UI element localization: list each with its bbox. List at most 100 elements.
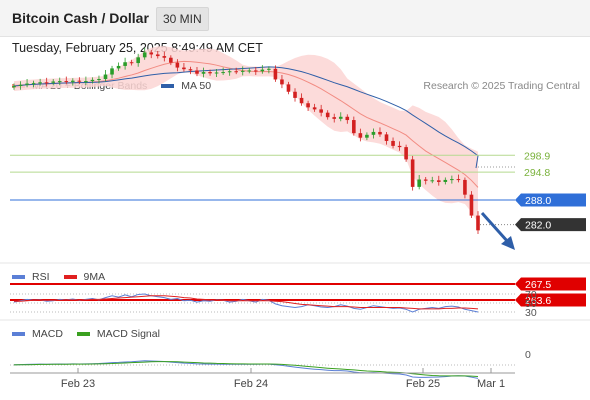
candle-body [378,131,382,135]
candle-body [332,117,337,119]
legend-item-9ma: 9MA [63,271,106,283]
rsi-legend: RSI 9MA [12,271,119,283]
candle-body [84,81,88,83]
legend-item-macd: MACD [12,328,63,340]
candle-body [293,91,297,98]
candle-body [476,215,480,231]
candle-body [450,179,454,181]
price-level-label: 267.5 [525,279,551,291]
legend-swatch [63,275,77,279]
candle-body [195,70,199,74]
candle-body [123,62,127,66]
price-level-tag [515,218,586,232]
candle-body [397,145,402,148]
rsi-tick-label: 50 [525,298,537,310]
candle-body [423,179,428,181]
price-level-label: 263.6 [525,295,551,307]
price-level-label: 294.8 [524,167,550,179]
price-level-label: 298.9 [524,150,550,162]
candle-body [214,72,219,74]
candle-body [38,82,42,84]
credit-text: Research © 2025 Trading Central [423,80,580,92]
x-axis-tick-label: Feb 24 [234,378,268,390]
candle-body [267,68,271,70]
candle-body [286,84,291,92]
legend-swatch [12,332,25,336]
price-level-tag [515,277,586,291]
forecast-arrow [480,211,510,244]
candle-body [51,81,56,83]
price-level-tag [515,293,586,307]
legend-swatch [161,84,175,88]
legend-swatch [76,332,90,336]
candle-body [208,72,212,74]
candle-body [97,79,101,81]
candle-body [175,62,180,68]
candle-body [384,134,389,141]
candle-body [319,109,323,113]
rsi-tick-label: 30 [525,307,537,319]
candle-body [338,116,343,119]
x-axis-tick-label: Feb 25 [406,378,440,390]
x-axis-tick-label: Feb 23 [61,378,95,390]
candle-body [273,68,278,80]
candle-body [142,52,147,58]
candle-body [306,103,310,108]
candle-body [436,180,441,182]
candle-body [240,70,245,72]
candle-body [18,84,23,87]
candle-body [12,86,16,88]
candle-body [260,69,265,72]
price-level-label: 288.0 [525,195,551,207]
legend-label: MACD [32,328,63,340]
legend-label: MACD Signal [96,328,160,340]
macd-legend: MACD MACD Signal [12,328,174,340]
bollinger-band [14,46,478,224]
price-level-label: 282.0 [525,220,551,232]
candle-body [57,81,62,83]
candle-body [410,159,415,187]
legend-item-macd-signal: MACD Signal [76,328,160,340]
candle-body [136,57,140,64]
candle-body [404,147,408,160]
candle-body [155,54,160,57]
candle-body [116,65,121,69]
forecast-arrow-head [501,236,515,250]
candle-body [129,62,134,64]
legend-item-rsi: RSI [12,271,50,283]
candle-body [188,69,193,71]
candle-body [443,179,448,182]
candle-body [44,82,49,84]
legend-swatch [12,275,25,279]
candle-body [365,134,369,138]
candle-body [110,68,114,75]
price-level-tag [515,193,586,207]
candle-body [25,83,29,85]
candle-body [169,57,173,63]
instrument-title: Bitcoin Cash / Dollar [12,10,149,26]
candle-body [299,97,304,104]
candle-body [463,179,467,195]
timeframe-button[interactable]: 30 MIN [156,7,209,31]
candle-body [345,116,350,121]
candle-body [371,131,376,135]
candle-body [77,80,82,82]
x-axis-tick-label: Mar 1 [477,378,505,390]
candle-body [31,83,36,85]
candle-body [71,80,75,82]
candle-body [64,81,69,83]
candle-body [227,71,232,73]
candle-body [254,70,258,72]
rsi-9ma-line [14,295,479,310]
rsi-line [13,293,479,313]
candle-body [312,107,317,110]
candle-body [430,180,435,182]
candle-body [247,70,252,72]
candle-body [391,140,395,146]
macd-signal-line [13,361,479,377]
candle-body [201,72,206,74]
legend-label: 9MA [83,271,106,283]
candle-body [352,120,356,134]
candle-body [280,79,284,85]
